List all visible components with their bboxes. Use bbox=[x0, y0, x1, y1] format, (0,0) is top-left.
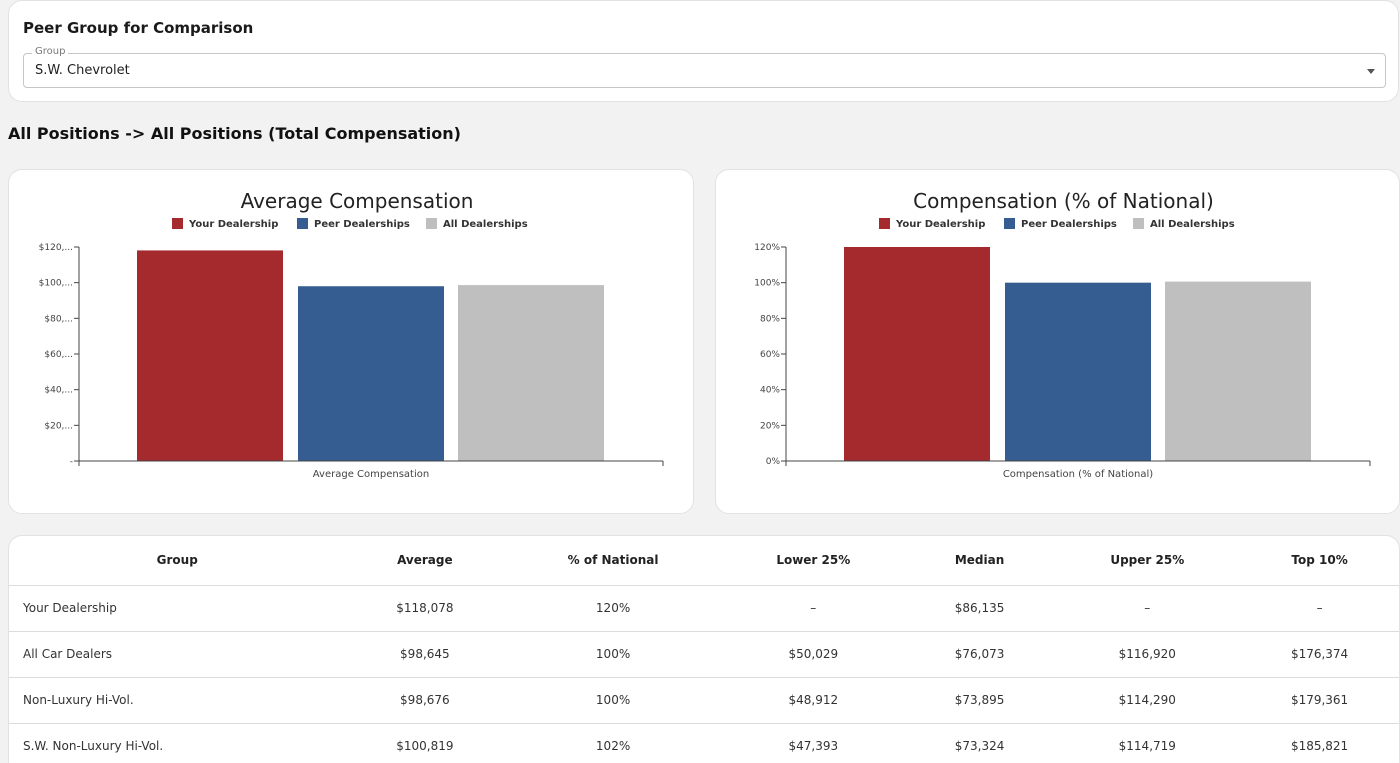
y-tick-label: 120% bbox=[754, 243, 780, 253]
bar-all-dealerships bbox=[458, 285, 604, 461]
cell-average: $98,645 bbox=[345, 631, 505, 678]
cell-top-10: $185,821 bbox=[1240, 723, 1399, 763]
legend-label: Peer Dealerships bbox=[314, 219, 410, 230]
cell-lower-25: $47,393 bbox=[721, 723, 905, 763]
group-field-label: Group bbox=[32, 46, 69, 57]
legend-item-all-dealerships: All Dealerships bbox=[1133, 218, 1235, 230]
cell-average: $118,078 bbox=[345, 585, 505, 632]
y-tick-label: $80,... bbox=[44, 314, 73, 324]
cell-group: Non-Luxury Hi-Vol. bbox=[9, 677, 346, 724]
group-select[interactable]: Group S.W. Chevrolet bbox=[23, 46, 1386, 88]
cell-group: S.W. Non-Luxury Hi-Vol. bbox=[9, 723, 346, 763]
legend-swatch bbox=[1004, 218, 1015, 229]
legend-swatch bbox=[426, 218, 437, 229]
y-tick-label: $60,... bbox=[44, 350, 73, 360]
bar-your-dealership bbox=[137, 250, 283, 461]
y-tick-label: $120,... bbox=[39, 243, 73, 253]
header-top-10[interactable]: Top 10% bbox=[1240, 536, 1399, 586]
section-heading: All Positions -> All Positions (Total Co… bbox=[8, 124, 461, 143]
table-row: Your Dealership $118,078 120% – $86,135 … bbox=[9, 585, 1399, 632]
cell-top-10: – bbox=[1240, 585, 1399, 632]
legend-label: Your Dealership bbox=[188, 219, 278, 230]
x-axis-label: Average Compensation bbox=[313, 469, 429, 480]
cell-median: $76,073 bbox=[904, 631, 1055, 678]
y-tick-label: 80% bbox=[760, 314, 780, 324]
comparison-table-card: Group Average % of National Lower 25% Me… bbox=[8, 535, 1400, 763]
chart-title: Average Compensation bbox=[241, 189, 474, 213]
bar-all-dealerships bbox=[1165, 281, 1311, 461]
peer-group-card: Peer Group for Comparison Group S.W. Che… bbox=[8, 0, 1399, 102]
header-percent-national[interactable]: % of National bbox=[504, 536, 722, 586]
bar-peer-dealerships bbox=[1005, 282, 1151, 461]
legend-swatch bbox=[1133, 218, 1144, 229]
legend-label: Your Dealership bbox=[895, 219, 985, 230]
cell-median: $73,895 bbox=[904, 677, 1055, 724]
legend-label: All Dealerships bbox=[443, 219, 528, 230]
x-axis-label: Compensation (% of National) bbox=[1003, 469, 1153, 480]
y-tick-label: 0% bbox=[766, 457, 781, 467]
chart-title: Compensation (% of National) bbox=[913, 189, 1214, 213]
legend-item-your-dealership: Your Dealership bbox=[172, 218, 278, 230]
legend-label: All Dealerships bbox=[1150, 219, 1235, 230]
bar-peer-dealerships bbox=[298, 286, 444, 461]
y-tick-label: 60% bbox=[760, 350, 780, 360]
header-median[interactable]: Median bbox=[904, 536, 1055, 586]
cell-upper-25: – bbox=[1054, 585, 1241, 632]
cell-lower-25: $48,912 bbox=[721, 677, 905, 724]
legend-item-peer-dealerships: Peer Dealerships bbox=[297, 218, 410, 230]
y-tick-label: 20% bbox=[760, 421, 780, 431]
cell-percent-national: 120% bbox=[504, 585, 722, 632]
header-upper-25[interactable]: Upper 25% bbox=[1054, 536, 1241, 586]
cell-upper-25: $114,290 bbox=[1054, 677, 1241, 724]
cell-lower-25: – bbox=[721, 585, 905, 632]
compensation-percent-national-chart-card: Compensation (% of National) Your Dealers… bbox=[715, 169, 1400, 514]
cell-top-10: $176,374 bbox=[1240, 631, 1399, 678]
y-tick-label: - bbox=[70, 457, 73, 467]
legend-swatch bbox=[879, 218, 890, 229]
cell-average: $100,819 bbox=[345, 723, 505, 763]
cell-percent-national: 100% bbox=[504, 631, 722, 678]
table-header-row: Group Average % of National Lower 25% Me… bbox=[9, 536, 1399, 586]
average-compensation-chart: Average Compensation Your Dealership Peer … bbox=[39, 189, 664, 480]
peer-group-title: Peer Group for Comparison bbox=[23, 19, 254, 37]
table-row: All Car Dealers $98,645 100% $50,029 $76… bbox=[9, 631, 1399, 678]
compensation-percent-national-chart: Compensation (% of National) Your Dealers… bbox=[754, 189, 1371, 480]
y-tick-label: $100,... bbox=[39, 279, 73, 289]
y-tick-label: $20,... bbox=[44, 421, 73, 431]
header-lower-25[interactable]: Lower 25% bbox=[721, 536, 905, 586]
y-tick-label: 100% bbox=[754, 279, 780, 289]
legend-label: Peer Dealerships bbox=[1021, 219, 1117, 230]
cell-median: $73,324 bbox=[904, 723, 1055, 763]
y-tick-label: 40% bbox=[760, 386, 780, 396]
legend-item-all-dealerships: All Dealerships bbox=[426, 218, 528, 230]
cell-group: All Car Dealers bbox=[9, 631, 346, 678]
legend-item-peer-dealerships: Peer Dealerships bbox=[1004, 218, 1117, 230]
comparison-table: Group Average % of National Lower 25% Me… bbox=[9, 536, 1399, 763]
legend-swatch bbox=[172, 218, 183, 229]
table-row: S.W. Non-Luxury Hi-Vol. $100,819 102% $4… bbox=[9, 723, 1399, 763]
cell-percent-national: 102% bbox=[504, 723, 722, 763]
cell-lower-25: $50,029 bbox=[721, 631, 905, 678]
cell-median: $86,135 bbox=[904, 585, 1055, 632]
header-average[interactable]: Average bbox=[345, 536, 505, 586]
cell-average: $98,676 bbox=[345, 677, 505, 724]
cell-percent-national: 100% bbox=[504, 677, 722, 724]
average-compensation-chart-card: Average Compensation Your Dealership Peer … bbox=[8, 169, 694, 514]
cell-group: Your Dealership bbox=[9, 585, 346, 632]
dropdown-caret-icon bbox=[1367, 69, 1375, 74]
table-row: Non-Luxury Hi-Vol. $98,676 100% $48,912 … bbox=[9, 677, 1399, 724]
legend-item-your-dealership: Your Dealership bbox=[879, 218, 985, 230]
header-group[interactable]: Group bbox=[9, 536, 346, 586]
legend-swatch bbox=[297, 218, 308, 229]
group-selected-value: S.W. Chevrolet bbox=[35, 63, 130, 78]
bar-your-dealership bbox=[844, 247, 990, 461]
y-tick-label: $40,... bbox=[44, 386, 73, 396]
cell-top-10: $179,361 bbox=[1240, 677, 1399, 724]
cell-upper-25: $114,719 bbox=[1054, 723, 1241, 763]
cell-upper-25: $116,920 bbox=[1054, 631, 1241, 678]
